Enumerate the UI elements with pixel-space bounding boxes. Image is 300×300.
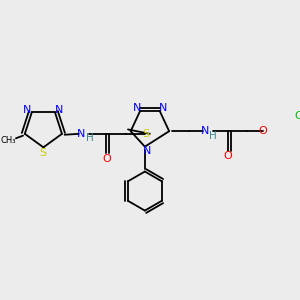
Text: H: H	[209, 130, 217, 141]
Text: S: S	[39, 148, 46, 158]
Text: N: N	[23, 105, 32, 115]
Text: O: O	[259, 126, 268, 136]
Text: N: N	[142, 146, 151, 156]
Text: H: H	[85, 133, 93, 143]
Text: N: N	[159, 103, 167, 113]
Text: O: O	[102, 154, 111, 164]
Text: S: S	[142, 129, 149, 139]
Text: CH₃: CH₃	[0, 136, 16, 146]
Text: N: N	[201, 126, 210, 136]
Text: Cl: Cl	[294, 111, 300, 121]
Text: N: N	[55, 105, 64, 115]
Text: N: N	[77, 129, 86, 139]
Text: O: O	[224, 151, 232, 161]
Text: N: N	[132, 103, 141, 113]
